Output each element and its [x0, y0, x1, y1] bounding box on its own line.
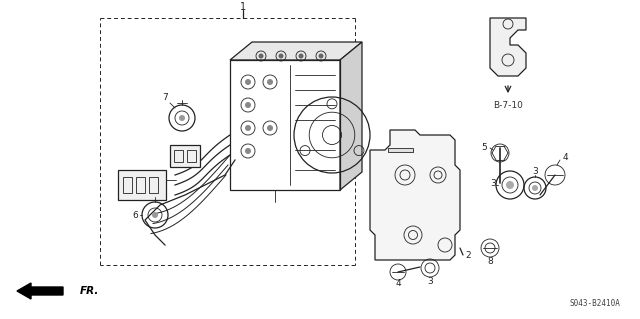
Text: 3: 3: [532, 167, 538, 176]
Text: FR.: FR.: [80, 286, 99, 296]
Bar: [170, 145, 200, 167]
Bar: [118, 170, 166, 200]
Bar: [230, 60, 340, 190]
Circle shape: [278, 54, 284, 58]
Polygon shape: [230, 42, 362, 60]
Circle shape: [245, 125, 251, 131]
Circle shape: [319, 54, 323, 58]
Circle shape: [259, 54, 264, 58]
Polygon shape: [490, 18, 526, 76]
Text: S043-B2410A: S043-B2410A: [569, 299, 620, 308]
Text: 3: 3: [427, 277, 433, 286]
Circle shape: [245, 102, 251, 108]
Text: B-7-10: B-7-10: [493, 101, 523, 110]
Text: 2: 2: [465, 250, 471, 259]
Bar: [388, 148, 413, 152]
Text: 3: 3: [490, 180, 496, 189]
Bar: [123, 177, 132, 193]
Text: 7: 7: [162, 93, 168, 102]
Bar: [187, 150, 196, 162]
Text: 4: 4: [395, 279, 401, 288]
Text: 1: 1: [240, 2, 246, 12]
Circle shape: [152, 212, 158, 218]
Circle shape: [179, 115, 185, 121]
Bar: [149, 177, 158, 193]
FancyArrow shape: [17, 283, 63, 299]
Polygon shape: [340, 42, 362, 190]
Circle shape: [506, 181, 514, 189]
Polygon shape: [370, 130, 460, 260]
Bar: [230, 60, 340, 190]
Text: 4: 4: [562, 152, 568, 161]
Circle shape: [267, 125, 273, 131]
Text: 5: 5: [481, 143, 487, 152]
Text: 8: 8: [487, 257, 493, 266]
Circle shape: [245, 148, 251, 154]
Text: 6: 6: [132, 211, 138, 219]
Circle shape: [532, 185, 538, 191]
Bar: [136, 177, 145, 193]
Bar: [174, 150, 183, 162]
Circle shape: [267, 79, 273, 85]
Circle shape: [298, 54, 303, 58]
Circle shape: [245, 79, 251, 85]
